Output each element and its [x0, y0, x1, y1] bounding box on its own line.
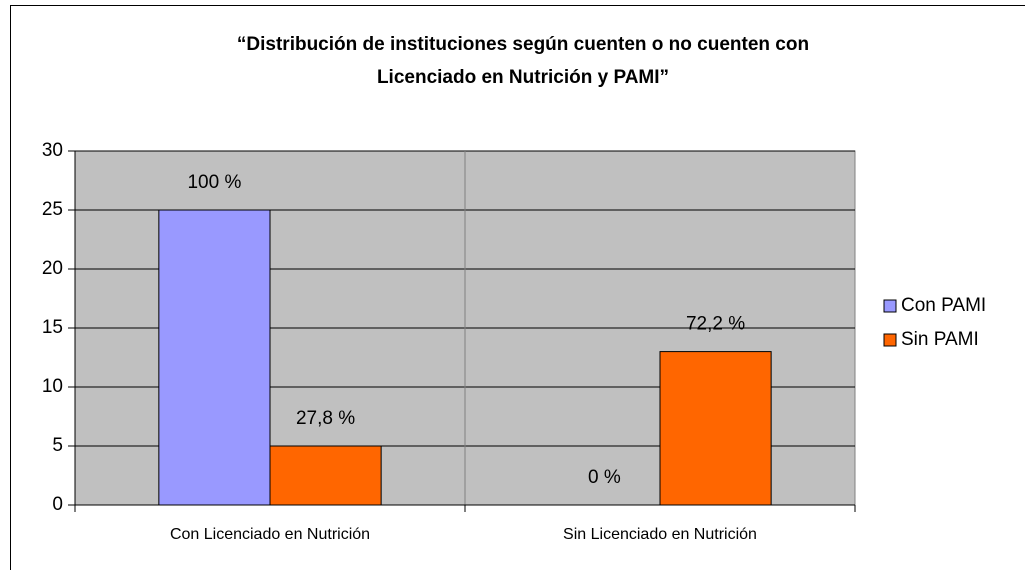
bar [269, 445, 382, 506]
legend-swatch [883, 333, 897, 347]
value-label: 27,8 % [296, 408, 355, 429]
y-tick-label: 25 [42, 199, 63, 220]
y-tick-label: 0 [52, 494, 63, 515]
x-tick-label: Con Licenciado en Nutrición [170, 526, 370, 543]
chart-title: “Distribución de instituciones según cue… [237, 34, 809, 55]
value-label: 0 % [588, 467, 621, 488]
y-tick-label: 10 [42, 376, 63, 397]
legend-label: Sin PAMI [901, 329, 979, 350]
y-tick-label: 30 [42, 140, 63, 161]
y-tick-label: 5 [52, 435, 63, 456]
value-label: 100 % [187, 172, 241, 193]
x-tick-label: Sin Licenciado en Nutrición [563, 526, 757, 543]
bar [158, 209, 271, 506]
y-tick-label: 20 [42, 258, 63, 279]
bar [659, 351, 772, 506]
legend-swatch [883, 299, 897, 313]
y-tick-label: 15 [42, 317, 63, 338]
value-label: 72,2 % [686, 314, 745, 335]
legend-label: Con PAMI [901, 295, 986, 316]
chart-title: Licenciado en Nutrición y PAMI” [377, 67, 669, 88]
